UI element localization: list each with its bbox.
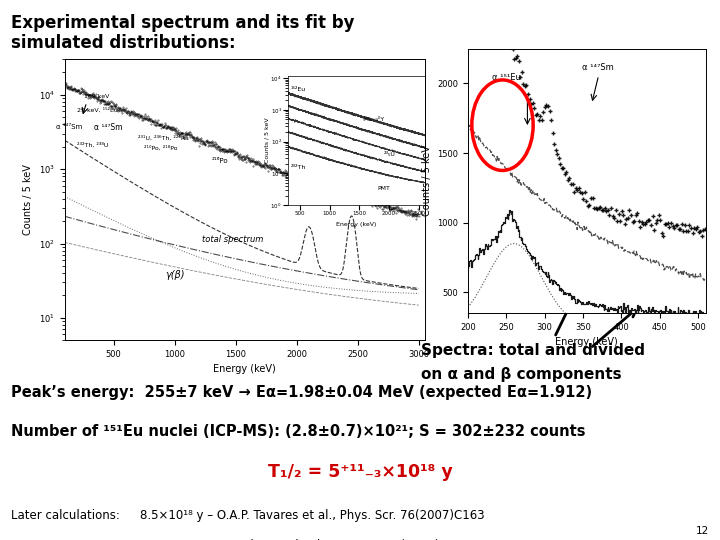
Text: α ¹⁵¹Eu: α ¹⁵¹Eu [492, 73, 521, 83]
Text: ²³¹U, ²³⁶Th, ²²⁶Ra: ²³¹U, ²³⁶Th, ²²⁶Ra [138, 136, 189, 140]
Text: 8.5×10¹⁸ y – O.A.P. Tavares et al., Phys. Scr. 76(2007)C163: 8.5×10¹⁸ y – O.A.P. Tavares et al., Phys… [140, 509, 485, 522]
Text: Spectra: total and divided: Spectra: total and divided [421, 343, 645, 358]
Text: α ¹⁴⁷Sm: α ¹⁴⁷Sm [94, 123, 122, 132]
Text: Number of ¹⁵¹Eu nuclei (ICP-MS): (2.8±0.7)×10²¹; S = 302±232 counts: Number of ¹⁵¹Eu nuclei (ICP-MS): (2.8±0.… [11, 424, 585, 439]
Text: γ(β): γ(β) [166, 271, 185, 280]
Text: Experimental spectrum and its fit by
simulated distributions:: Experimental spectrum and its fit by sim… [11, 14, 354, 52]
Y-axis label: Counts / 5 keV: Counts / 5 keV [23, 164, 33, 235]
Text: ²¹⁰Po, ²¹⁸Po: ²¹⁰Po, ²¹⁸Po [144, 146, 178, 151]
X-axis label: Energy (keV): Energy (keV) [555, 338, 618, 347]
X-axis label: Energy (keV): Energy (keV) [213, 364, 276, 374]
Text: 12: 12 [696, 525, 709, 536]
Text: ²³²Th: ²³²Th [291, 165, 306, 170]
Text: ²³₅U: ²³₅U [384, 152, 395, 157]
Text: 29 keV, ¹⁵²Eu: 29 keV, ¹⁵²Eu [77, 107, 118, 112]
Text: α ¹⁴⁷Sm: α ¹⁴⁷Sm [582, 63, 613, 72]
Text: total spectrum: total spectrum [202, 235, 263, 244]
Text: PMT: PMT [377, 186, 390, 191]
Y-axis label: Counts / 5 keV: Counts / 5 keV [264, 118, 269, 163]
Text: on α and β components: on α and β components [421, 367, 622, 382]
Text: ₉⁰Sr-₉⁰Y: ₉⁰Sr-₉⁰Y [364, 117, 385, 122]
Text: 1.3×10¹⁸ y – Y.B. Qian et al., Phys. Rev. C 84(2011)064307: 1.3×10¹⁸ y – Y.B. Qian et al., Phys. Rev… [140, 539, 485, 540]
Text: Peak’s energy:  255±7 keV → Eα=1.98±0.04 MeV (expected Eα=1.912): Peak’s energy: 255±7 keV → Eα=1.98±0.04 … [11, 385, 592, 400]
Text: Later calculations:: Later calculations: [11, 509, 120, 522]
Text: α ¹⁴⁷Sm: α ¹⁴⁷Sm [56, 124, 83, 130]
Y-axis label: Counts / 5 keV: Counts / 5 keV [422, 145, 432, 217]
Text: ²³²Th, ²³⁸U: ²³²Th, ²³⁸U [77, 143, 109, 148]
Text: ²¹⁶Po: ²¹⁶Po [211, 158, 228, 164]
Text: ¹⁵²Eu: ¹⁵²Eu [291, 87, 306, 92]
X-axis label: Energy (keV): Energy (keV) [336, 222, 377, 227]
Text: 169 keV: 169 keV [84, 94, 109, 99]
Text: T₁/₂ = 5⁺¹¹₋₃×10¹⁸ y: T₁/₂ = 5⁺¹¹₋₃×10¹⁸ y [268, 463, 452, 481]
